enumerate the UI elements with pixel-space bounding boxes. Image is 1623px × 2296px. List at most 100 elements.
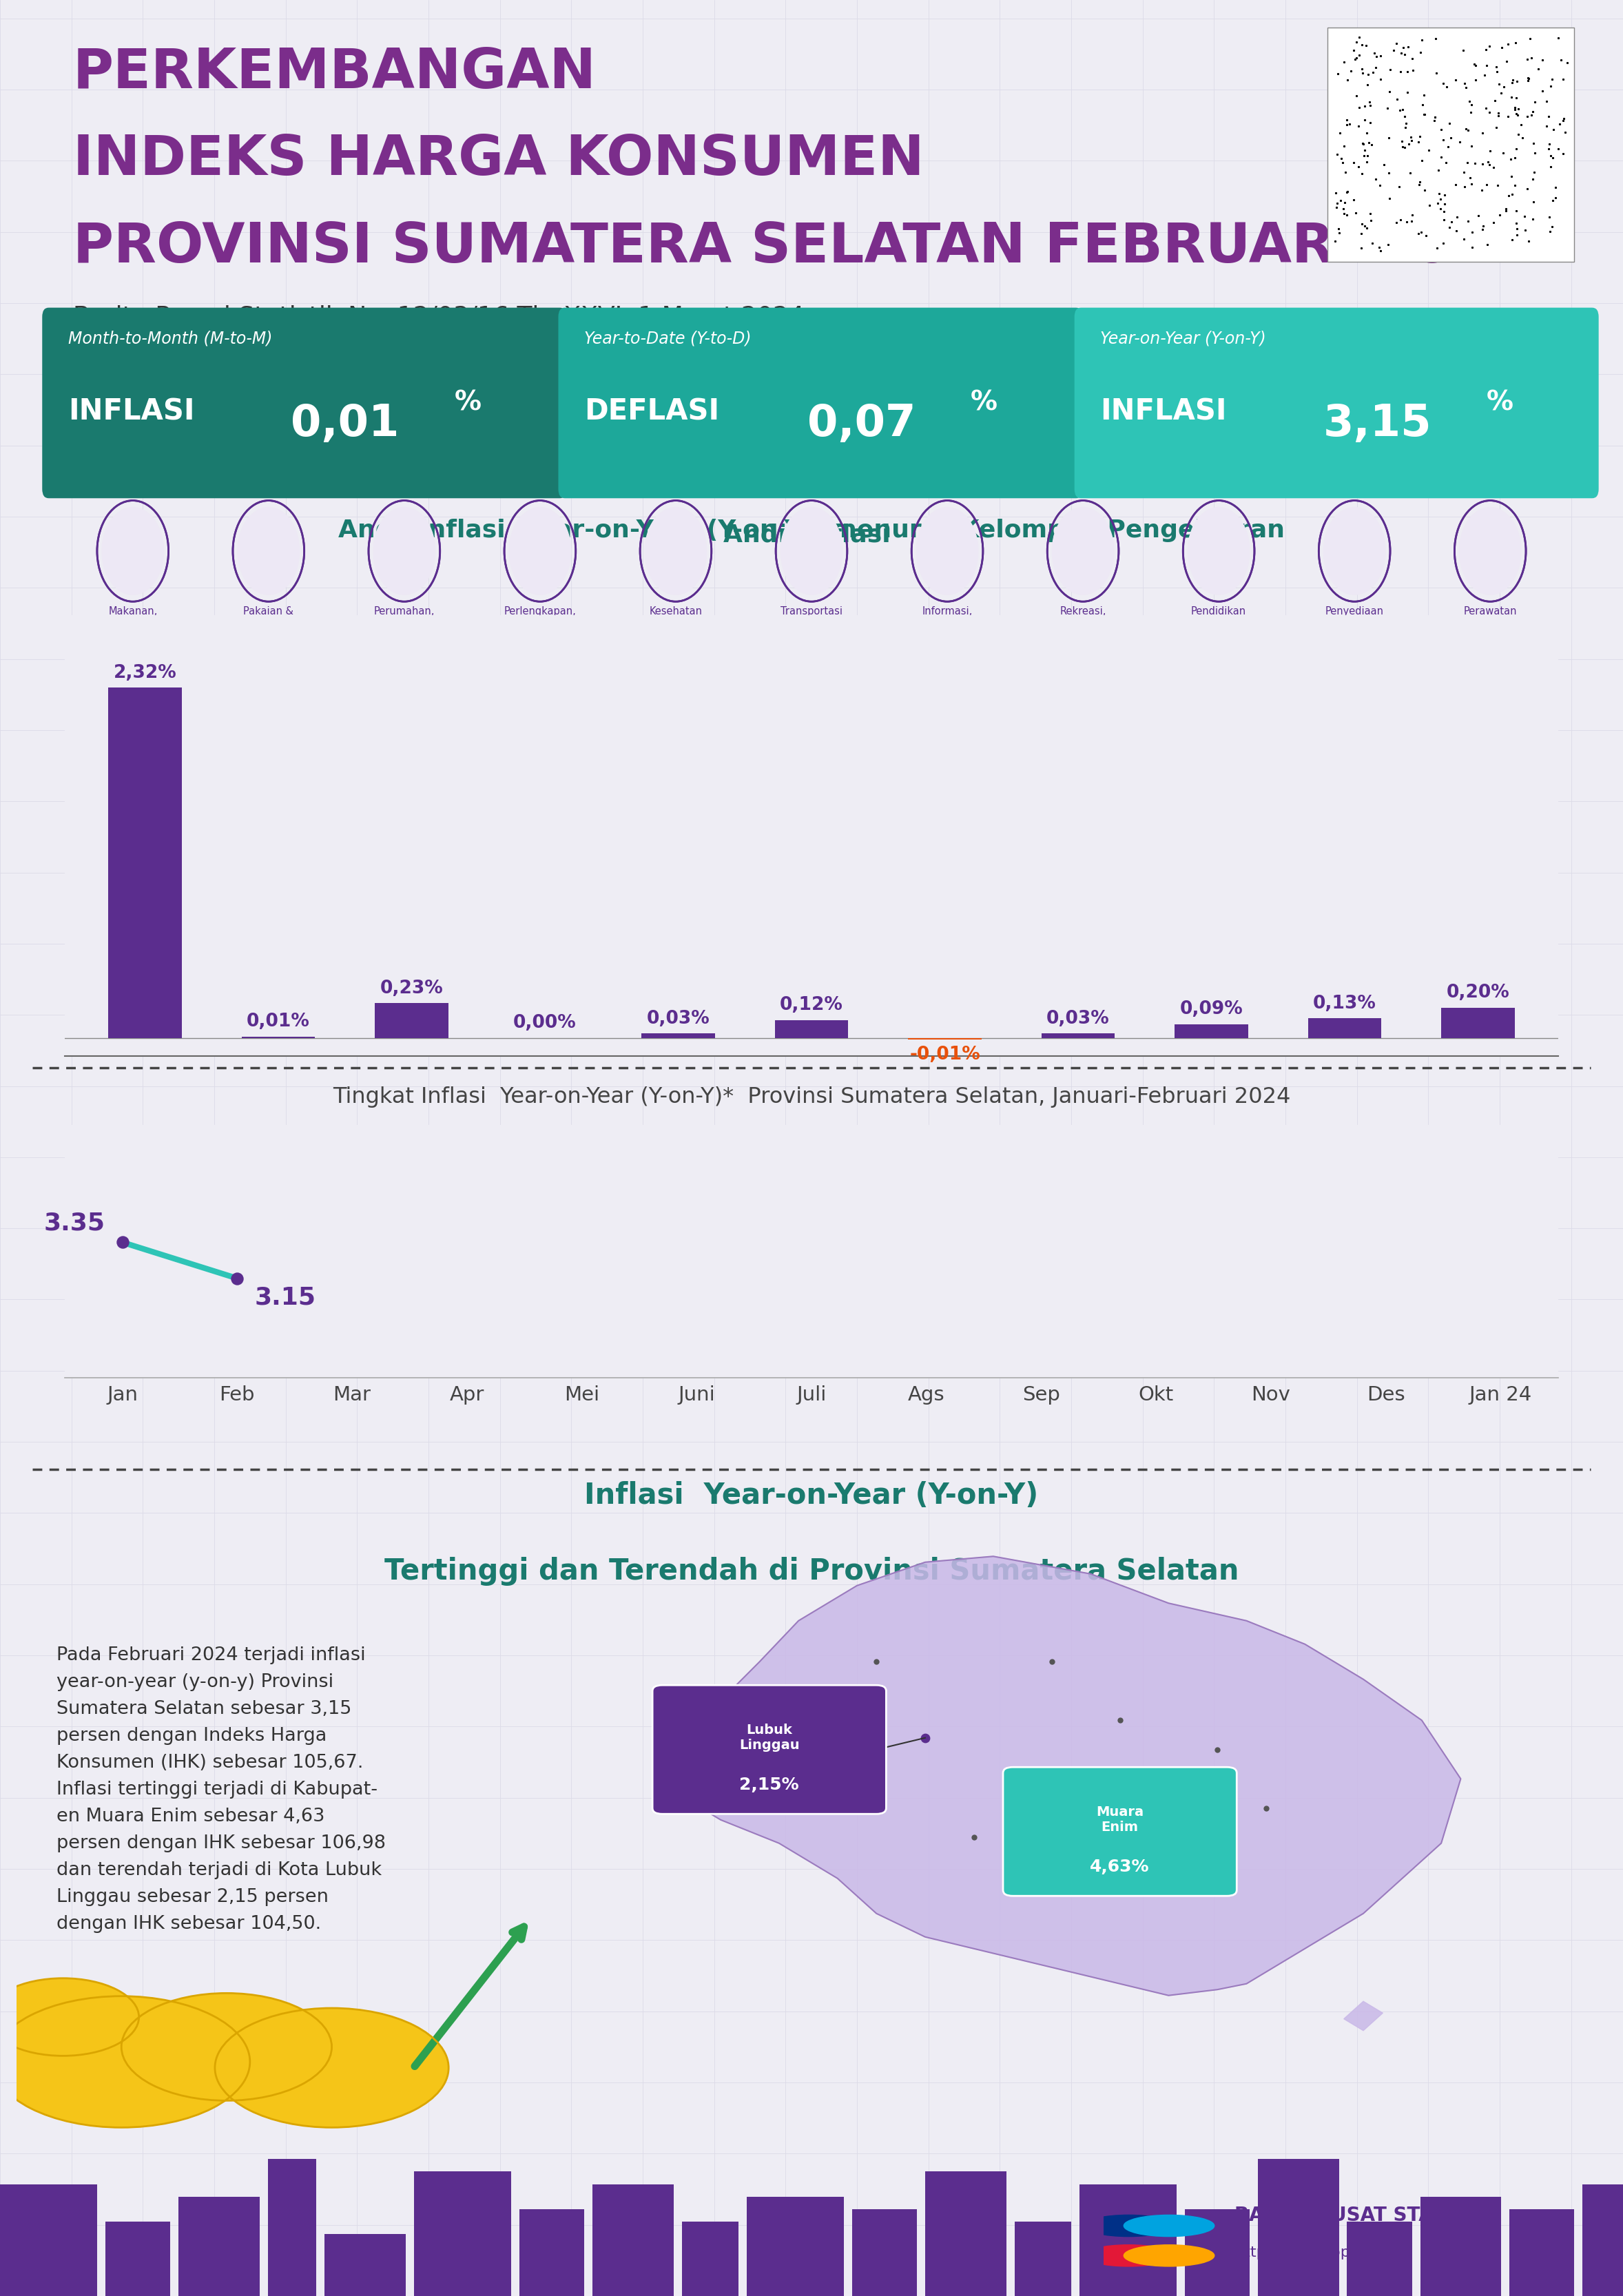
Circle shape bbox=[510, 507, 571, 595]
Text: BADAN PUSAT STATISTIK: BADAN PUSAT STATISTIK bbox=[1235, 2206, 1501, 2225]
Text: Muara
Enim: Muara Enim bbox=[1096, 1805, 1144, 1835]
Bar bbox=[1175, 1024, 1248, 1038]
FancyBboxPatch shape bbox=[558, 308, 1083, 498]
Point bbox=[961, 1818, 987, 1855]
Polygon shape bbox=[1344, 2002, 1383, 2030]
Bar bbox=[1185, 2209, 1250, 2296]
Text: 0,20%: 0,20% bbox=[1446, 985, 1509, 1001]
Text: Tingkat Inflasi  Year-on-Year (Y-on-Y)*  Provinsi Sumatera Selatan, Januari-Febr: Tingkat Inflasi Year-on-Year (Y-on-Y)* P… bbox=[333, 1086, 1290, 1107]
Text: 2,15%: 2,15% bbox=[740, 1777, 799, 1793]
Text: 3,15: 3,15 bbox=[1323, 402, 1431, 445]
Text: Makanan,
Minuman &
Tembakau: Makanan, Minuman & Tembakau bbox=[104, 606, 162, 643]
Circle shape bbox=[122, 1993, 331, 2101]
Bar bbox=[1308, 1019, 1381, 1038]
Text: 4,63%: 4,63% bbox=[1091, 1857, 1149, 1876]
Text: PERKEMBANGAN: PERKEMBANGAN bbox=[73, 46, 597, 99]
Circle shape bbox=[0, 1979, 140, 2055]
Bar bbox=[925, 2172, 1006, 2296]
Point bbox=[815, 1731, 841, 1768]
Bar bbox=[414, 2172, 511, 2296]
Bar bbox=[375, 1003, 448, 1038]
Text: PROVINSI SUMATERA SELATAN FEBRUARI 2024: PROVINSI SUMATERA SELATAN FEBRUARI 2024 bbox=[73, 220, 1529, 273]
FancyBboxPatch shape bbox=[652, 1685, 886, 1814]
Point bbox=[912, 1720, 938, 1756]
Point bbox=[1204, 1731, 1230, 1768]
Bar bbox=[519, 2209, 584, 2296]
Text: 0,01: 0,01 bbox=[291, 402, 399, 445]
Bar bbox=[268, 2158, 316, 2296]
Circle shape bbox=[1084, 2216, 1173, 2236]
Bar bbox=[1509, 2209, 1574, 2296]
Text: 0,01%: 0,01% bbox=[247, 1013, 310, 1031]
Text: Kesehatan: Kesehatan bbox=[649, 606, 703, 618]
Text: INFLASI: INFLASI bbox=[1100, 397, 1227, 427]
Text: Berita Resmi Statistik No. 12/03/16 Th. XXVI, 1 Maret 2024: Berita Resmi Statistik No. 12/03/16 Th. … bbox=[73, 305, 805, 328]
Circle shape bbox=[102, 507, 164, 595]
Text: Penyediaan
Makanan &
Minuman/
Restoran: Penyediaan Makanan & Minuman/ Restoran bbox=[1326, 606, 1384, 654]
Bar bbox=[0, 2183, 97, 2296]
Text: Pada Februari 2024 terjadi inflasi
year-on-year (y-on-y) Provinsi
Sumatera Selat: Pada Februari 2024 terjadi inflasi year-… bbox=[57, 1646, 386, 1933]
Point bbox=[766, 1671, 792, 1708]
Point bbox=[1039, 1644, 1065, 1681]
Text: Andil Inflasi  Year-on-Year (Y-on-Y)  menurut Kelompok Pengeluaran: Andil Inflasi Year-on-Year (Y-on-Y) menu… bbox=[338, 519, 1285, 542]
Text: 0,03%: 0,03% bbox=[646, 1010, 709, 1029]
Text: Inflasi  Year-on-Year (Y-on-Y): Inflasi Year-on-Year (Y-on-Y) bbox=[584, 1481, 1039, 1511]
Text: Transportasi: Transportasi bbox=[781, 606, 842, 618]
Text: https://www.bps.go.id: https://www.bps.go.id bbox=[1235, 2245, 1401, 2259]
Bar bbox=[1079, 2183, 1177, 2296]
Text: 3.35: 3.35 bbox=[44, 1212, 105, 1235]
Bar bbox=[325, 2234, 406, 2296]
Circle shape bbox=[1123, 2216, 1214, 2236]
Text: Perlengkapan,
Peralatan &
Pemeliharaan
Rutin
Rumah Tangga: Perlengkapan, Peralatan & Pemeliharaan R… bbox=[503, 606, 578, 668]
Bar bbox=[774, 1019, 849, 1038]
Point bbox=[109, 1224, 135, 1261]
Text: DEFLASI: DEFLASI bbox=[584, 397, 719, 427]
FancyBboxPatch shape bbox=[1074, 308, 1599, 498]
Text: Lubuk
Linggau: Lubuk Linggau bbox=[738, 1724, 800, 1752]
Circle shape bbox=[373, 507, 435, 595]
Text: Year-on-Year (Y-on-Y): Year-on-Year (Y-on-Y) bbox=[1100, 331, 1266, 347]
Point bbox=[1078, 1777, 1104, 1814]
Text: Tertinggi dan Terendah di Provinsi Sumatera Selatan: Tertinggi dan Terendah di Provinsi Sumat… bbox=[385, 1557, 1238, 1587]
Circle shape bbox=[0, 1995, 250, 2128]
Bar bbox=[852, 2209, 917, 2296]
Bar bbox=[1420, 2197, 1501, 2296]
Point bbox=[863, 1644, 889, 1681]
Text: 0,07: 0,07 bbox=[807, 402, 915, 445]
FancyBboxPatch shape bbox=[42, 308, 566, 498]
Text: Rekreasi,
Olahraga
& Budaya: Rekreasi, Olahraga & Budaya bbox=[1058, 606, 1107, 643]
Bar bbox=[1347, 2223, 1412, 2296]
Text: Month-to-Month (M-to-M): Month-to-Month (M-to-M) bbox=[68, 331, 273, 347]
Circle shape bbox=[917, 507, 979, 595]
Text: Perawatan
Pribadi &
Jasa Lainnya: Perawatan Pribadi & Jasa Lainnya bbox=[1459, 606, 1522, 643]
Point bbox=[1156, 1848, 1182, 1885]
Bar bbox=[1582, 2183, 1623, 2296]
Text: Year-to-Date (Y-to-D): Year-to-Date (Y-to-D) bbox=[584, 331, 751, 347]
Point bbox=[1107, 1701, 1133, 1738]
Point bbox=[224, 1261, 250, 1297]
Point bbox=[1253, 1791, 1279, 1828]
Text: %: % bbox=[971, 390, 998, 416]
Text: %: % bbox=[454, 390, 482, 416]
Circle shape bbox=[644, 507, 706, 595]
Bar bbox=[682, 2223, 738, 2296]
Text: 0,00%: 0,00% bbox=[513, 1015, 576, 1031]
Circle shape bbox=[237, 507, 299, 595]
Bar bbox=[1042, 1033, 1115, 1038]
Bar bbox=[1441, 1008, 1514, 1038]
Text: INDEKS HARGA KONSUMEN: INDEKS HARGA KONSUMEN bbox=[73, 133, 923, 186]
Circle shape bbox=[214, 2009, 448, 2128]
Text: 0,09%: 0,09% bbox=[1180, 1001, 1243, 1019]
Circle shape bbox=[1084, 2245, 1173, 2266]
Text: %: % bbox=[1487, 390, 1514, 416]
Circle shape bbox=[1324, 507, 1386, 595]
FancyBboxPatch shape bbox=[1328, 28, 1574, 262]
Text: Pendidikan: Pendidikan bbox=[1191, 606, 1246, 618]
Bar bbox=[747, 2197, 844, 2296]
Text: 2,32%: 2,32% bbox=[114, 664, 177, 682]
Text: 0,23%: 0,23% bbox=[380, 980, 443, 996]
Point bbox=[1010, 1761, 1035, 1798]
Bar bbox=[105, 2223, 170, 2296]
Text: INFLASI: INFLASI bbox=[68, 397, 195, 427]
Text: Perumahan,
Air, Listrik &
Bahan
Bakar Rumah
Tangga: Perumahan, Air, Listrik & Bahan Bakar Ru… bbox=[370, 606, 438, 668]
